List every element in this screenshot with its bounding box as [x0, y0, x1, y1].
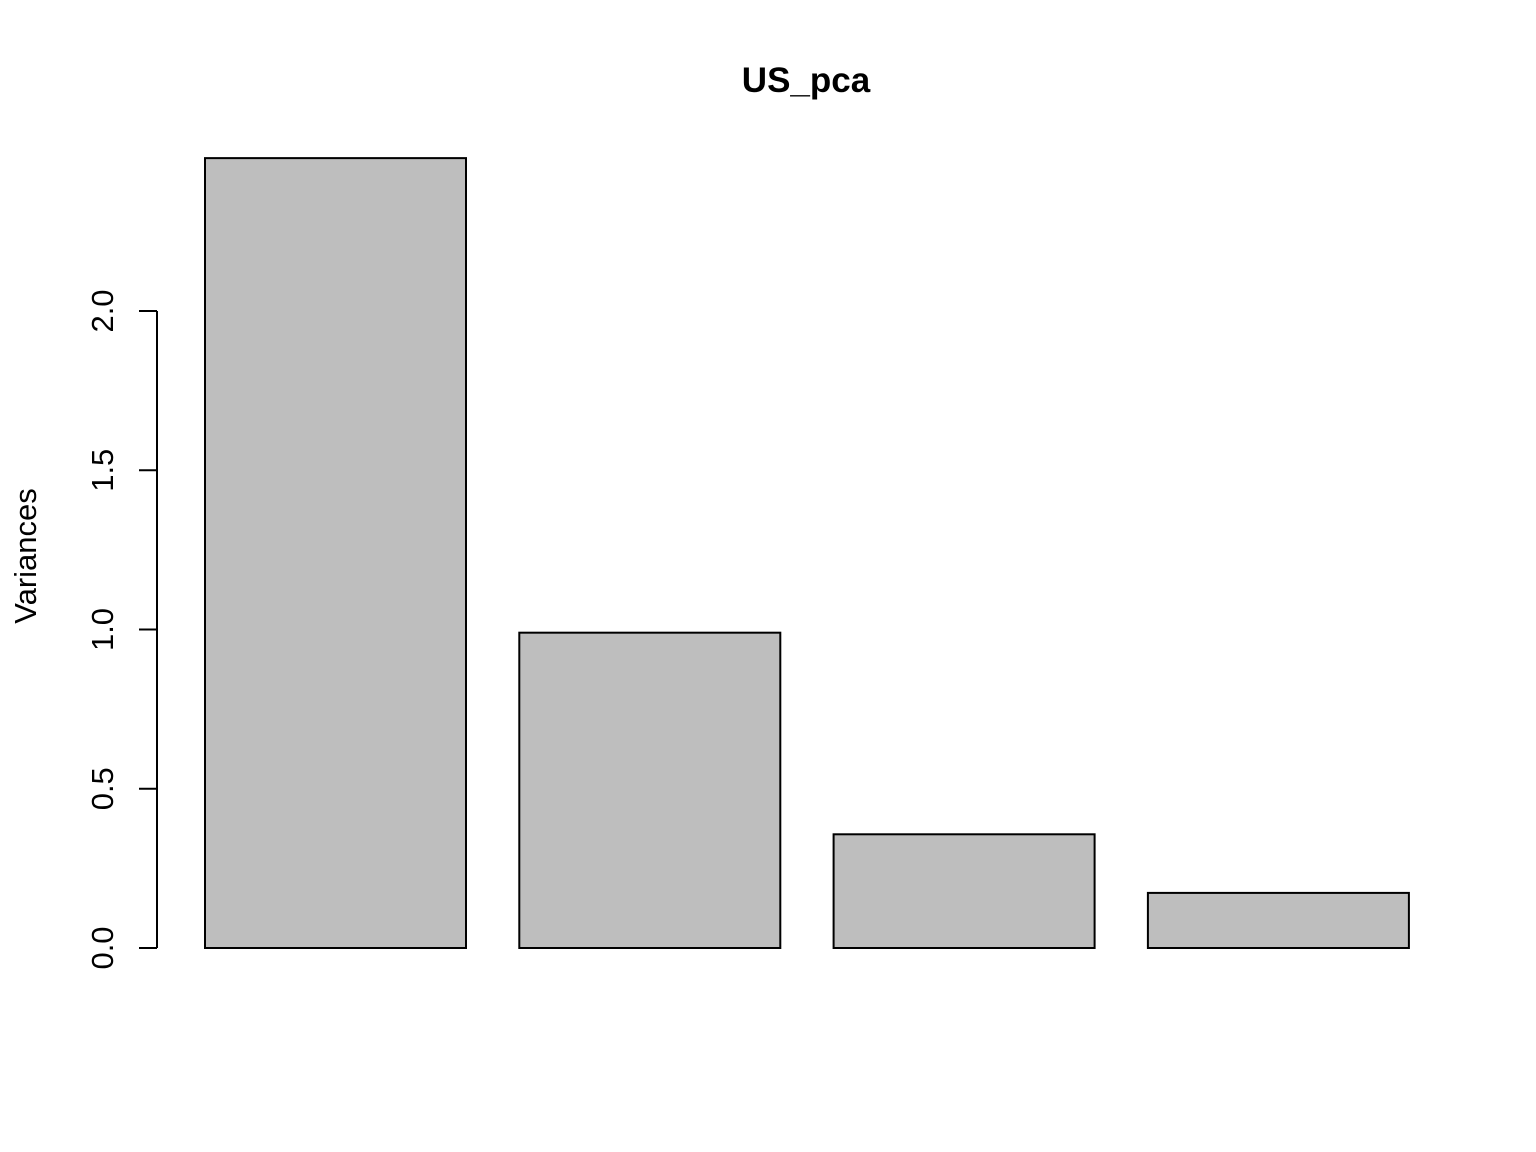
y-axis-label: Variances: [8, 488, 43, 624]
bar: [518, 631, 782, 949]
y-tick-label: 2.0: [85, 289, 120, 332]
y-tick-label: 1.5: [85, 449, 120, 492]
y-tick-label: 1.0: [85, 608, 120, 651]
bar: [1146, 891, 1410, 949]
bar: [832, 833, 1096, 949]
y-axis: 0.0 0.5 1.0 1.5 2.0: [85, 289, 158, 970]
y-tick-label: 0.0: [85, 926, 120, 969]
bars-group: [204, 157, 1410, 949]
chart-title: US_pca: [742, 61, 871, 100]
bar: [204, 157, 467, 949]
y-tick-label: 0.5: [85, 767, 120, 810]
